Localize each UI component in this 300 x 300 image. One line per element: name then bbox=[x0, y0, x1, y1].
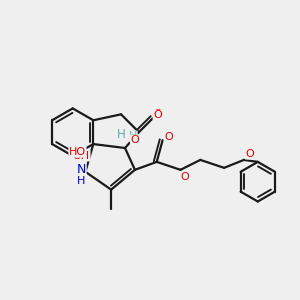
Text: H: H bbox=[117, 128, 125, 141]
Text: O: O bbox=[153, 109, 162, 119]
Text: O: O bbox=[180, 172, 189, 182]
Text: H: H bbox=[129, 131, 137, 141]
Text: O: O bbox=[164, 132, 173, 142]
Text: H: H bbox=[77, 176, 86, 186]
Text: OH: OH bbox=[73, 151, 90, 161]
Text: HO: HO bbox=[69, 147, 86, 157]
Text: O: O bbox=[245, 149, 254, 159]
Text: N: N bbox=[77, 163, 86, 176]
Text: O: O bbox=[130, 135, 139, 145]
Text: O: O bbox=[153, 110, 162, 120]
